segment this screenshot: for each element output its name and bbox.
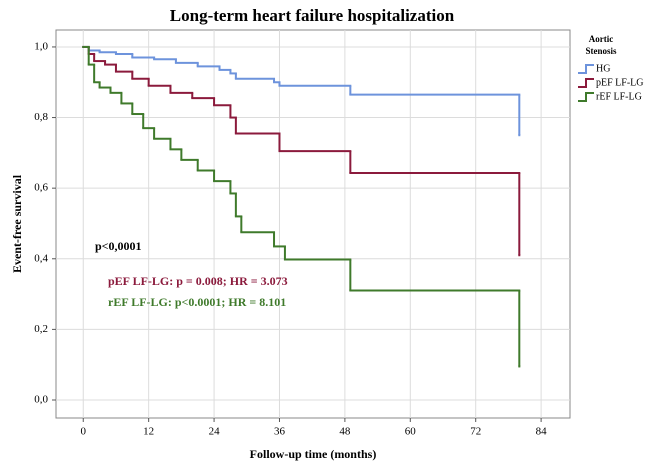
annotation: rEF LF-LG: p<0.0001; HR = 8.101 (108, 295, 286, 309)
annotation: p<0,0001 (95, 239, 142, 253)
x-tick-label: 24 (209, 426, 221, 438)
y-tick-label: 0,8 (34, 111, 48, 123)
legend-label: rEF LF-LG (596, 91, 642, 102)
legend-swatch (578, 92, 594, 102)
legend-swatch (578, 64, 594, 74)
y-tick-label: 0,6 (34, 182, 48, 194)
x-tick-label: 60 (405, 426, 417, 438)
x-tick-label: 36 (274, 426, 286, 438)
x-tick-label: 48 (339, 426, 351, 438)
legend-title: Aortic (589, 34, 614, 44)
legend-swatch (578, 78, 594, 88)
legend-title: Stenosis (585, 46, 617, 56)
y-axis-label: Event-free survival (10, 174, 24, 273)
x-tick-label: 0 (81, 426, 87, 438)
x-tick-label: 84 (536, 426, 548, 438)
chart-title: Long-term heart failure hospitalization (170, 6, 455, 25)
annotation: pEF LF-LG: p = 0.008; HR = 3.073 (108, 274, 288, 288)
x-axis-label: Follow-up time (months) (250, 447, 377, 461)
plot-area (55, 29, 571, 419)
x-tick-label: 12 (143, 426, 154, 438)
legend-label: pEF LF-LG (596, 77, 644, 88)
legend-label: HG (596, 63, 610, 74)
y-tick-label: 0,4 (34, 252, 48, 264)
x-tick-label: 72 (470, 426, 481, 438)
y-tick-label: 0,2 (34, 323, 48, 335)
y-tick-label: 0,0 (34, 394, 48, 406)
y-tick-label: 1,0 (34, 40, 48, 52)
